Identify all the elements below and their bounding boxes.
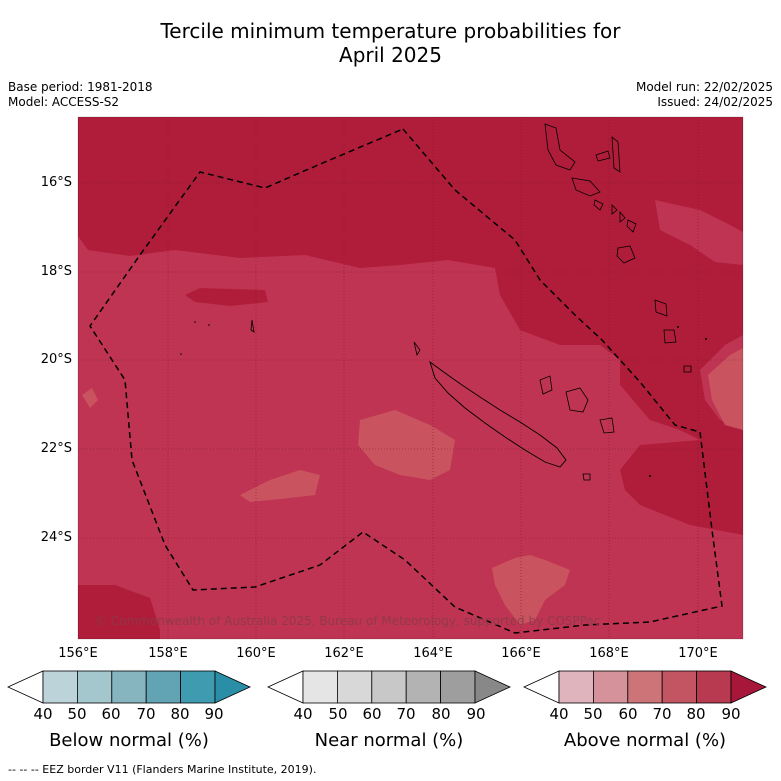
tick-above-40: 40	[549, 705, 569, 723]
model-text: Model: ACCESS-S2	[8, 95, 120, 109]
tick-above-60: 60	[618, 705, 638, 723]
colorbar-segment	[593, 670, 629, 704]
colorbar-segment	[661, 670, 698, 704]
colorbar-below-normal	[7, 670, 251, 704]
contour-above-60-70-patch-1	[358, 410, 455, 480]
contour-above-60-70-patch-2	[240, 470, 320, 502]
contour-above-80-90-patch-2	[620, 440, 743, 535]
island-fragment-2	[250, 319, 255, 333]
lon-label-158e: 158°E	[148, 646, 188, 661]
tick-near-50: 50	[328, 705, 348, 723]
colorbar-segment	[77, 670, 113, 704]
colorbar-segment	[558, 670, 594, 704]
colorbar-segment	[111, 670, 147, 704]
contour-above-60-70-patch-5	[708, 348, 743, 430]
tick-near-70: 70	[396, 705, 416, 723]
contour-above-60-70-patch-4	[82, 388, 98, 408]
lon-label-160e: 160°E	[236, 646, 276, 661]
lat-label-18s: 18°S	[40, 264, 72, 279]
colorbar-title-above: Above normal (%)	[563, 730, 727, 751]
tick-above-70: 70	[652, 705, 672, 723]
eez-border-line	[89, 128, 723, 634]
tick-below-70: 70	[136, 705, 156, 723]
lon-label-166e: 166°E	[501, 646, 541, 661]
colorbar-extend-high	[214, 670, 251, 704]
colorbar-segment	[145, 670, 181, 704]
chart-title: Tercile minimum temperature probabilitie…	[0, 19, 781, 67]
title-line-1: Tercile minimum temperature probabilitie…	[160, 19, 621, 43]
tick-below-90: 90	[204, 705, 224, 723]
loyalty-island-3	[599, 417, 615, 434]
colorbar-segment	[180, 670, 216, 704]
tick-above-80: 80	[686, 705, 706, 723]
tick-above-50: 50	[583, 705, 603, 723]
contour-above-60-70-patch-3	[492, 555, 570, 625]
isle-of-pines	[582, 473, 591, 481]
island-fragment	[413, 341, 421, 357]
colorbar-extend-high	[474, 670, 511, 704]
contour-above-80-90-patch-3	[78, 585, 160, 639]
lon-label-156e: 156°E	[58, 646, 98, 661]
eez-legend-note: -- -- -- EEZ border V11 (Flanders Marine…	[8, 763, 317, 776]
model-run-text: Model run: 22/02/2025	[635, 80, 773, 94]
lon-label-164e: 164°E	[413, 646, 453, 661]
base-period-text: Base period: 1981-2018	[8, 80, 153, 94]
colorbar-segment	[696, 670, 732, 704]
copyright-watermark: © Commonwealth of Australia 2025, Bureau…	[95, 614, 601, 628]
tick-near-80: 80	[431, 705, 451, 723]
colorbar-extend-high	[730, 670, 767, 704]
latitude-axis: 16°S 18°S 20°S 22°S 24°S	[0, 0, 72, 781]
small-reef-dots	[180, 321, 707, 477]
tick-below-80: 80	[170, 705, 190, 723]
lat-label-16s: 16°S	[40, 175, 72, 190]
gridlines	[78, 117, 743, 639]
colorbar-above-normal	[523, 670, 767, 704]
colorbar-segment	[371, 670, 407, 704]
colorbar-segment	[440, 670, 476, 704]
map-frame	[77, 116, 744, 640]
lat-label-24s: 24°S	[40, 530, 72, 545]
tick-near-90: 90	[466, 705, 486, 723]
colorbar-segment	[336, 670, 373, 704]
contour-above-70-80-east	[655, 200, 743, 265]
colorbar-segment	[627, 670, 663, 704]
lat-label-22s: 22°S	[40, 441, 72, 456]
colorbar-title-near: Near normal (%)	[314, 730, 464, 751]
lon-label-170e: 170°E	[678, 646, 718, 661]
colorbar-extend-low	[267, 670, 304, 704]
tick-near-40: 40	[293, 705, 313, 723]
colorbar-segment	[42, 670, 78, 704]
colorbar-segment	[302, 670, 338, 704]
meta-right: Model run: 22/02/2025 Issued: 24/02/2025	[636, 80, 773, 110]
tick-below-60: 60	[101, 705, 121, 723]
colorbar-title-below: Below normal (%)	[49, 730, 209, 751]
tick-below-50: 50	[67, 705, 87, 723]
colorbar-extend-low	[523, 670, 560, 704]
colorbar-near-normal	[267, 670, 511, 704]
lon-label-168e: 168°E	[589, 646, 629, 661]
new-caledonia-island	[429, 360, 567, 468]
issued-text: Issued: 24/02/2025	[657, 95, 773, 109]
tick-below-40: 40	[33, 705, 53, 723]
title-line-2: April 2025	[339, 43, 442, 67]
loyalty-island-2	[565, 387, 589, 413]
tick-above-90: 90	[721, 705, 741, 723]
tick-near-60: 60	[362, 705, 382, 723]
loyalty-island-1	[539, 375, 553, 395]
colorbar-segment	[405, 670, 442, 704]
lat-label-20s: 20°S	[40, 352, 72, 367]
contour-above-80-90-patch-1	[185, 288, 268, 306]
meta-left: Base period: 1981-2018 Model: ACCESS-S2	[8, 80, 153, 110]
vanuatu-islands	[544, 123, 692, 373]
lon-label-162e: 162°E	[324, 646, 364, 661]
